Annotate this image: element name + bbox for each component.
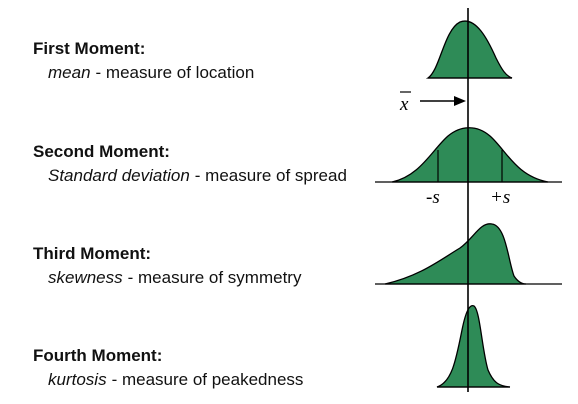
moment-desc: mean - measure of location [33,60,363,85]
description: - measure of spread [194,166,347,185]
moment: Fourth Moment: kurtosis - measure of peak… [33,345,363,392]
term: kurtosis [48,370,107,389]
description: - measure of location [95,63,255,82]
description: - measure of peakedness [111,370,304,389]
description: - measure of symmetry [127,268,302,287]
distribution-curve [384,223,527,285]
moment-desc: kurtosis - measure of peakedness [33,367,363,392]
moment-title: Third Moment: [33,244,152,263]
term: skewness [48,268,123,287]
minus-s: -s [426,187,440,208]
term: Standard deviation [48,166,190,185]
mean-symbol: x [399,94,409,115]
moment-desc: Standard deviation - measure of spread [33,163,348,188]
plus-s: +s [490,187,510,208]
moment-title: Second Moment: [33,142,170,161]
moment-title: First Moment: [33,39,146,58]
moment-title: Fourth Moment: [33,346,163,365]
moment: Second Moment: Standard deviation - measu… [33,141,363,188]
distribution-curve [425,20,513,79]
distribution-curve [436,305,511,388]
moment-desc: skewness - measure of symmetry [33,265,363,290]
term: mean [48,63,91,82]
distribution-curve [391,127,549,183]
arrow-head [454,96,466,106]
moment: Third Moment: skewness - measure of symme… [33,243,363,290]
moment: First Moment: mean - measure of location [33,38,363,85]
